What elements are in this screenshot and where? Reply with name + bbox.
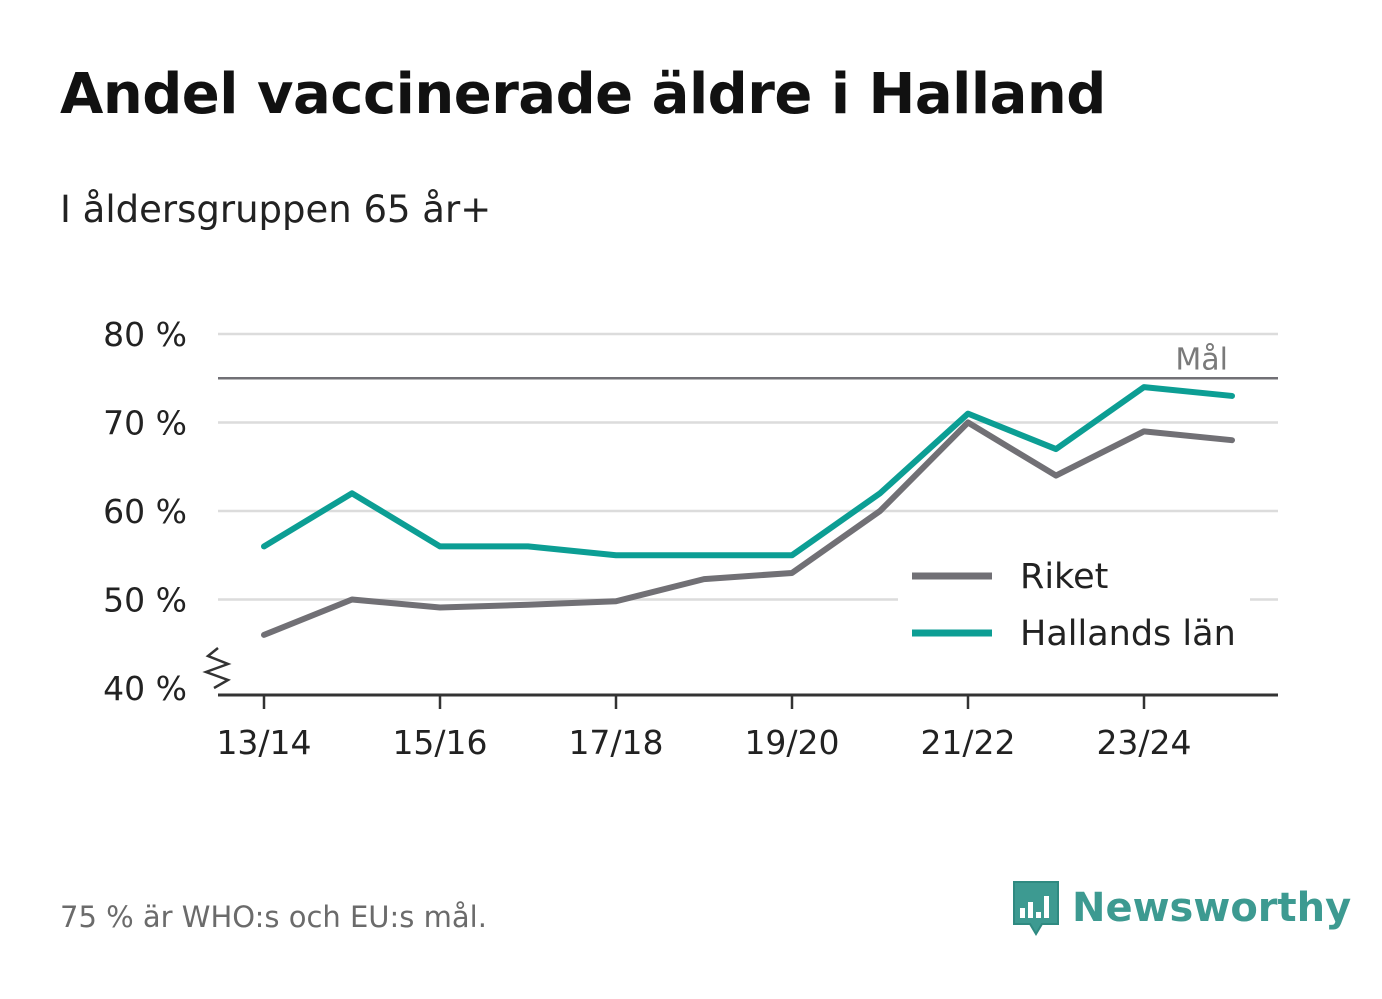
- chart-title: Andel vaccinerade äldre i Halland: [60, 62, 1106, 127]
- x-tick-label: 17/18: [568, 723, 663, 762]
- brand-name: Newsworthy: [1072, 885, 1352, 931]
- legend: Riket Hallands län: [898, 548, 1250, 660]
- x-tick-label: 13/14: [216, 723, 311, 762]
- y-tick-label: 60 %: [103, 492, 187, 531]
- footnote: 75 % är WHO:s och EU:s mål.: [60, 900, 487, 934]
- y-tick-label: 70 %: [103, 404, 187, 443]
- y-tick-label: 40 %: [103, 669, 187, 708]
- x-tick-label: 15/16: [392, 723, 487, 762]
- y-tick-label: 50 %: [103, 581, 187, 620]
- series-line-riket: [261, 419, 1235, 638]
- axis-break-marker: [202, 647, 232, 690]
- y-axis: 40 % 50 % 60 % 70 % 80 %: [103, 315, 232, 708]
- y-tick-label: 80 %: [103, 315, 187, 354]
- x-tick-label: 21/22: [920, 723, 1015, 762]
- x-axis: 13/14 15/16 17/18 19/20 21/22 23/24: [216, 693, 1278, 762]
- goal-label: Mål: [1175, 342, 1228, 377]
- legend-background: [898, 548, 1250, 660]
- series: [261, 384, 1235, 638]
- legend-label: Hallands län: [1020, 614, 1236, 654]
- legend-label: Riket: [1020, 557, 1108, 597]
- bar-chart-speech-bubble-icon: [1013, 881, 1059, 936]
- brand-logo: Newsworthy: [1010, 878, 1351, 938]
- x-tick-label: 23/24: [1096, 723, 1191, 762]
- x-tick-label: 19/20: [744, 723, 839, 762]
- reference-line: Mål: [218, 342, 1278, 380]
- chart-subtitle: I åldersgruppen 65 år+: [60, 188, 492, 231]
- series-line-hallands-län: [261, 384, 1235, 559]
